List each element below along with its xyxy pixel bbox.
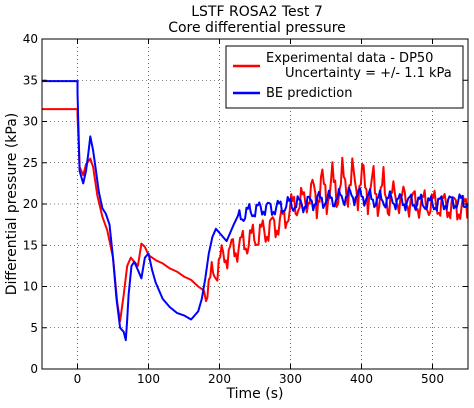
legend-box xyxy=(225,45,464,109)
x-tick-label: 200 xyxy=(208,372,231,386)
series-line-experimental xyxy=(42,108,469,323)
y-tick-label: 5 xyxy=(30,321,38,335)
y-tick-label: 25 xyxy=(23,156,38,170)
y-tick-label: 40 xyxy=(23,32,38,46)
x-tick-label: 300 xyxy=(279,372,302,386)
y-tick-label: 20 xyxy=(23,197,38,211)
x-tick-label: 100 xyxy=(137,372,160,386)
series-line-be-prediction xyxy=(42,80,469,342)
legend-label-experimental: Experimental data - DP50 xyxy=(266,51,433,66)
y-tick-label: 0 xyxy=(30,362,38,376)
y-tick-label: 10 xyxy=(23,280,38,294)
chart-title: LSTF ROSA2 Test 7 xyxy=(191,4,323,20)
x-axis-label: Time (s) xyxy=(226,386,284,402)
x-tick-label: 400 xyxy=(350,372,373,386)
legend-label-be-prediction: BE prediction xyxy=(266,86,353,101)
y-tick-label: 35 xyxy=(23,73,38,87)
x-tick-label: 500 xyxy=(421,372,444,386)
x-tick-label: 0 xyxy=(74,372,82,386)
legend: Experimental data - DP50 Uncertainty = +… xyxy=(225,45,464,109)
chart-subtitle: Core differential pressure xyxy=(168,20,346,36)
y-tick-label: 15 xyxy=(23,238,38,252)
y-axis-label: Differential pressure (kPa) xyxy=(4,113,20,296)
legend-label-uncertainty: Uncertainty = +/- 1.1 kPa xyxy=(285,66,452,81)
series-layer xyxy=(42,80,469,342)
y-tick-label: 30 xyxy=(23,115,38,129)
axis-ticks: 0 100 200 300 400 500 0 5 10 15 20 25 30 35 40 xyxy=(23,32,468,386)
